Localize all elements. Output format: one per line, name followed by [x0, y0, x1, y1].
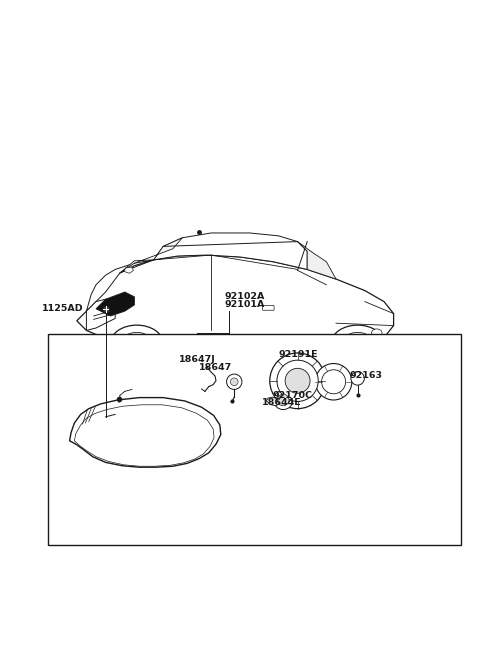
Polygon shape	[86, 299, 115, 331]
Circle shape	[270, 353, 325, 409]
Ellipse shape	[121, 333, 153, 354]
Text: 92170C: 92170C	[273, 391, 312, 400]
Ellipse shape	[342, 333, 373, 354]
Circle shape	[230, 378, 238, 386]
Ellipse shape	[331, 325, 384, 361]
Text: 92102A: 92102A	[224, 293, 264, 301]
Polygon shape	[154, 233, 307, 270]
Polygon shape	[70, 398, 221, 467]
Text: 92163: 92163	[349, 371, 383, 380]
Circle shape	[351, 372, 364, 385]
Polygon shape	[266, 397, 279, 406]
Text: 18647: 18647	[199, 363, 232, 372]
Polygon shape	[120, 237, 182, 273]
Circle shape	[277, 394, 289, 406]
Ellipse shape	[110, 325, 163, 361]
Circle shape	[315, 363, 352, 400]
Bar	[48, 334, 461, 545]
Ellipse shape	[372, 329, 382, 337]
Text: 92101A: 92101A	[224, 300, 264, 309]
Text: 1125AD: 1125AD	[42, 304, 84, 313]
Text: 18647J: 18647J	[179, 355, 216, 363]
Polygon shape	[77, 255, 394, 361]
Circle shape	[322, 370, 346, 394]
Circle shape	[274, 390, 293, 409]
Polygon shape	[86, 260, 154, 311]
Polygon shape	[298, 241, 336, 279]
Circle shape	[277, 360, 318, 401]
Circle shape	[227, 374, 242, 390]
Text: 92191E: 92191E	[278, 350, 318, 359]
Text: 18644E: 18644E	[262, 398, 301, 407]
FancyBboxPatch shape	[263, 306, 274, 310]
Circle shape	[285, 368, 310, 394]
Polygon shape	[124, 267, 133, 274]
Polygon shape	[96, 292, 134, 316]
